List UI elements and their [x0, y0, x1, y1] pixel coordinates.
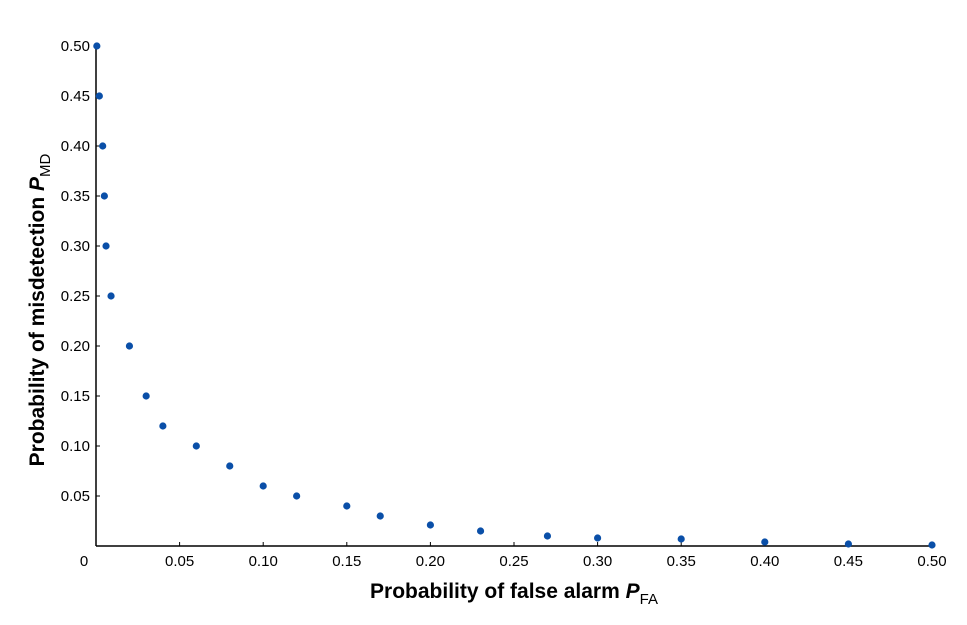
data-point [107, 292, 115, 300]
data-point [100, 192, 108, 200]
x-tick-label: 0.05 [165, 553, 194, 570]
y-tick-label: 0.10 [61, 438, 90, 455]
data-point [259, 482, 267, 490]
x-ticks: 0.05 0.10 0.15 0.20 0.25 0.30 0.35 0.40 0.45 0.50 [165, 542, 947, 570]
y-axis-title: Probability of misdetection PMD [26, 153, 54, 466]
x-tick-label: 0.25 [499, 553, 528, 570]
data-point [99, 142, 107, 150]
y-tick-label: 0.30 [61, 238, 90, 255]
x-tick-label: 0.40 [750, 553, 779, 570]
y-tick-label: 0.20 [61, 338, 90, 355]
data-points [93, 42, 936, 549]
data-point [844, 540, 853, 548]
x-axis-title-main: Probability of false alarm [370, 580, 626, 603]
data-point [93, 42, 101, 50]
x-tick-label: 0.20 [416, 553, 445, 570]
x-axis-title-subscript: FA [640, 591, 658, 608]
y-axis-title-symbol: P [26, 176, 49, 191]
x-tick-label: 0.15 [332, 553, 361, 570]
y-tick-label: 0.25 [61, 288, 90, 305]
data-point [426, 521, 434, 529]
data-point [677, 535, 685, 543]
x-axis-title-symbol: P [626, 580, 641, 603]
x-tick-label: 0.50 [917, 553, 946, 570]
data-point [192, 442, 200, 450]
data-point [125, 342, 134, 350]
data-point [343, 502, 351, 510]
data-point [376, 512, 384, 520]
y-tick-label: 0.05 [61, 488, 90, 505]
y-tick-label: 0.15 [61, 388, 90, 405]
x-axis-title: Probability of false alarm PFA [370, 580, 658, 608]
y-axis-title-subscript: MD [37, 153, 54, 176]
data-point [226, 462, 234, 470]
data-point [594, 534, 602, 542]
x-tick-label: 0.35 [667, 553, 696, 570]
data-point [476, 527, 485, 535]
y-tick-label: 0.45 [61, 88, 90, 105]
x-tick-label: 0.45 [834, 553, 863, 570]
data-point [293, 492, 301, 500]
y-tick-label: 0.40 [61, 138, 90, 155]
data-point [543, 532, 552, 540]
data-point [95, 92, 103, 100]
y-tick-label: 0.50 [61, 38, 90, 55]
x-tick-label: 0.10 [249, 553, 278, 570]
data-point [159, 422, 167, 430]
data-point [142, 392, 150, 400]
origin-tick-label: 0 [80, 553, 88, 570]
data-point [928, 541, 936, 549]
y-axis-title-main: Probability of misdetection [26, 191, 49, 466]
y-tick-label: 0.35 [61, 188, 90, 205]
data-point [761, 538, 769, 546]
x-tick-label: 0.30 [583, 553, 612, 570]
y-ticks: 0.05 0.10 0.15 0.20 0.25 0.30 0.35 0.40 0.45 0.50 [61, 38, 100, 505]
axes [95, 46, 932, 547]
data-point [102, 242, 110, 250]
